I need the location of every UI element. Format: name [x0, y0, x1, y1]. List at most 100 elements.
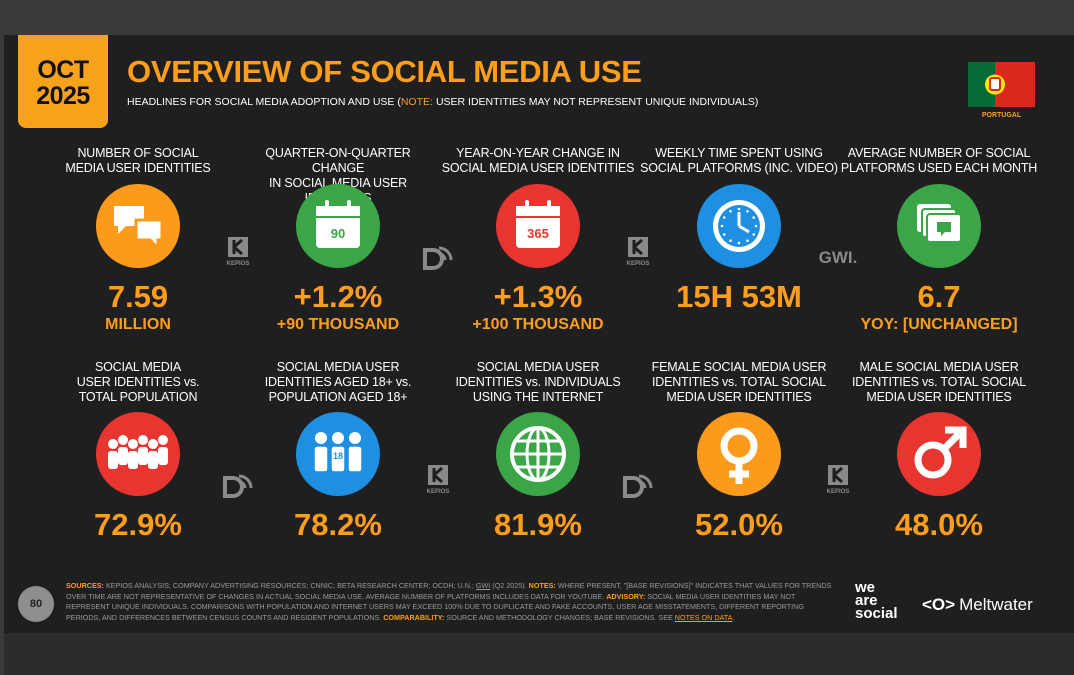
stat-value: +1.3% — [493, 279, 583, 314]
icon-shape — [114, 206, 144, 234]
date-year: 2025 — [36, 82, 90, 110]
stat-value: 78.2% — [294, 507, 382, 542]
stat-sublabel: YOY: [UNCHANGED] — [860, 316, 1018, 333]
stat-label: SOCIAL MEDIA USER IDENTITIES AGED 18+ vs.… — [238, 360, 438, 405]
stat-value: 81.9% — [494, 507, 582, 542]
icon-text: 18 — [333, 451, 343, 461]
logo-shape — [238, 480, 247, 489]
logo-shape — [832, 466, 843, 484]
stat-sublabel: +100 THOUSAND — [472, 316, 604, 333]
stat-label-line: USING THE INTERNET — [472, 390, 604, 404]
stat-label: YEAR-ON-YEAR CHANGE IN SOCIAL MEDIA USER … — [438, 146, 638, 176]
icon-shape — [316, 206, 360, 215]
brand-word: we — [855, 579, 876, 596]
icon-shape — [332, 432, 344, 444]
footer-text: WHERE PRESENT, "[BASE REVISIONS]" INDICA… — [66, 581, 832, 601]
footer-text: KEPIOS ANALYSIS; COMPANY ADVERTISING RES… — [105, 581, 474, 590]
logo-shape — [238, 474, 253, 489]
icon-shape — [128, 439, 138, 449]
icon-shape — [737, 207, 741, 211]
icon-shape — [347, 200, 351, 210]
stat-label-line: SOCIAL MEDIA USER — [476, 360, 600, 374]
stat-label-line: MALE SOCIAL MEDIA USER — [859, 360, 1019, 374]
source-logo: KEPIOS — [618, 235, 658, 267]
stat-value: 52.0% — [695, 507, 783, 542]
icon-shape — [752, 216, 755, 219]
kepios-mark — [228, 237, 248, 257]
source-logo — [223, 474, 253, 498]
page-number: 80 — [18, 586, 54, 622]
stat-label-line: SOCIAL MEDIA USER IDENTITIES — [441, 161, 635, 175]
flag — [968, 62, 1035, 107]
stat-label-line: NUMBER OF SOCIAL — [77, 146, 199, 160]
stat-label-line: TOTAL POPULATION — [78, 390, 198, 404]
logo-shape — [228, 237, 248, 257]
kepios-text: KEPIOS — [626, 261, 650, 267]
stat-value: 7.59 — [107, 279, 169, 314]
icon-shape — [525, 200, 529, 210]
source-logo — [623, 474, 653, 498]
stat-label-line: IDENTITIES AGED 18+ vs. — [264, 375, 412, 389]
brand-meltwater-text: Meltwater — [959, 595, 1033, 614]
icon-shape — [723, 216, 726, 219]
stat-value: 15H 53M — [676, 279, 802, 314]
stat-label-line: SOCIAL MEDIA — [94, 360, 182, 374]
stat-value: 72.9% — [94, 507, 182, 542]
stat-label-line: MEDIA USER IDENTITIES — [866, 390, 1012, 404]
icon-shape — [945, 426, 967, 448]
icon-shape — [325, 200, 329, 210]
icon-shape — [158, 447, 168, 465]
icon-shape — [128, 451, 138, 469]
brand-word: social — [855, 605, 898, 622]
stat-label-line: SOCIAL MEDIA USER — [276, 360, 400, 374]
stat-icon: 365 — [496, 184, 580, 268]
stat-icon — [96, 412, 180, 496]
stat-icon: 90 — [296, 184, 380, 268]
icon-shape — [547, 200, 551, 210]
logo-shape — [432, 466, 443, 484]
logo-shape — [628, 237, 648, 257]
source-logo: KEPIOS — [418, 463, 458, 495]
footer-label: COMPARABILITY: — [383, 612, 445, 622]
logo-shape — [828, 465, 848, 485]
stat-label: SOCIAL MEDIA USER IDENTITIES vs. TOTAL POP… — [38, 360, 238, 405]
icon-circle — [697, 412, 781, 496]
source-logo: KEPIOS — [818, 463, 858, 495]
icon-shape — [349, 432, 361, 444]
stat-icon: 18 — [296, 412, 380, 496]
subtitle: HEADLINES FOR SOCIAL MEDIA ADOPTION AND … — [127, 96, 758, 108]
subtitle-note: USER IDENTITIES MAY NOT REPRESENT UNIQUE… — [435, 96, 759, 108]
stat-sublabel: MILLION — [105, 316, 171, 333]
icon-shape — [108, 439, 118, 449]
icon-shape — [108, 451, 118, 469]
stat-label-line: POPULATION AGED 18+ — [268, 390, 408, 404]
icon-shape — [118, 435, 128, 445]
brand-meltwater: <O> Meltwater — [922, 595, 1033, 614]
stat-label-line: USER IDENTITIES vs. — [76, 375, 200, 389]
stat-icon — [897, 412, 981, 496]
stat-label-line: MEDIA USER IDENTITIES — [65, 161, 211, 175]
stat-label-line: YEAR-ON-YEAR CHANGE IN — [456, 146, 620, 160]
icon-shape — [737, 241, 741, 245]
footer-link: NOTES ON DATA — [674, 612, 733, 622]
icon-circle — [897, 412, 981, 496]
stat-icon — [96, 184, 180, 268]
kepios-mark — [628, 237, 648, 257]
icon-shape — [914, 441, 952, 479]
stat-label: AVERAGE NUMBER OF SOCIAL PLATFORMS USED E… — [839, 146, 1039, 176]
brand-we-are-social: we are social — [855, 579, 898, 622]
stat: YEAR-ON-YEAR CHANGE IN SOCIAL MEDIA USER … — [438, 146, 638, 333]
icon-shape — [729, 239, 732, 242]
stat-sublabel: +90 THOUSAND — [276, 316, 400, 333]
icon-shape — [315, 432, 327, 444]
source-logo: GWI. — [818, 248, 858, 267]
icon-shape — [138, 447, 148, 465]
stat-icon — [496, 412, 580, 496]
footer-notes: SOURCES: KEPIOS ANALYSIS; COMPANY ADVERTI… — [66, 581, 836, 623]
icon-shape — [723, 233, 726, 236]
footer-text: SOURCE AND METHODOLOGY CHANGES; BASE REV… — [446, 612, 673, 622]
icon-shape — [752, 233, 755, 236]
footer-label: SOURCES: — [66, 581, 104, 590]
stat-label-line: FEMALE SOCIAL MEDIA USER — [651, 360, 827, 374]
